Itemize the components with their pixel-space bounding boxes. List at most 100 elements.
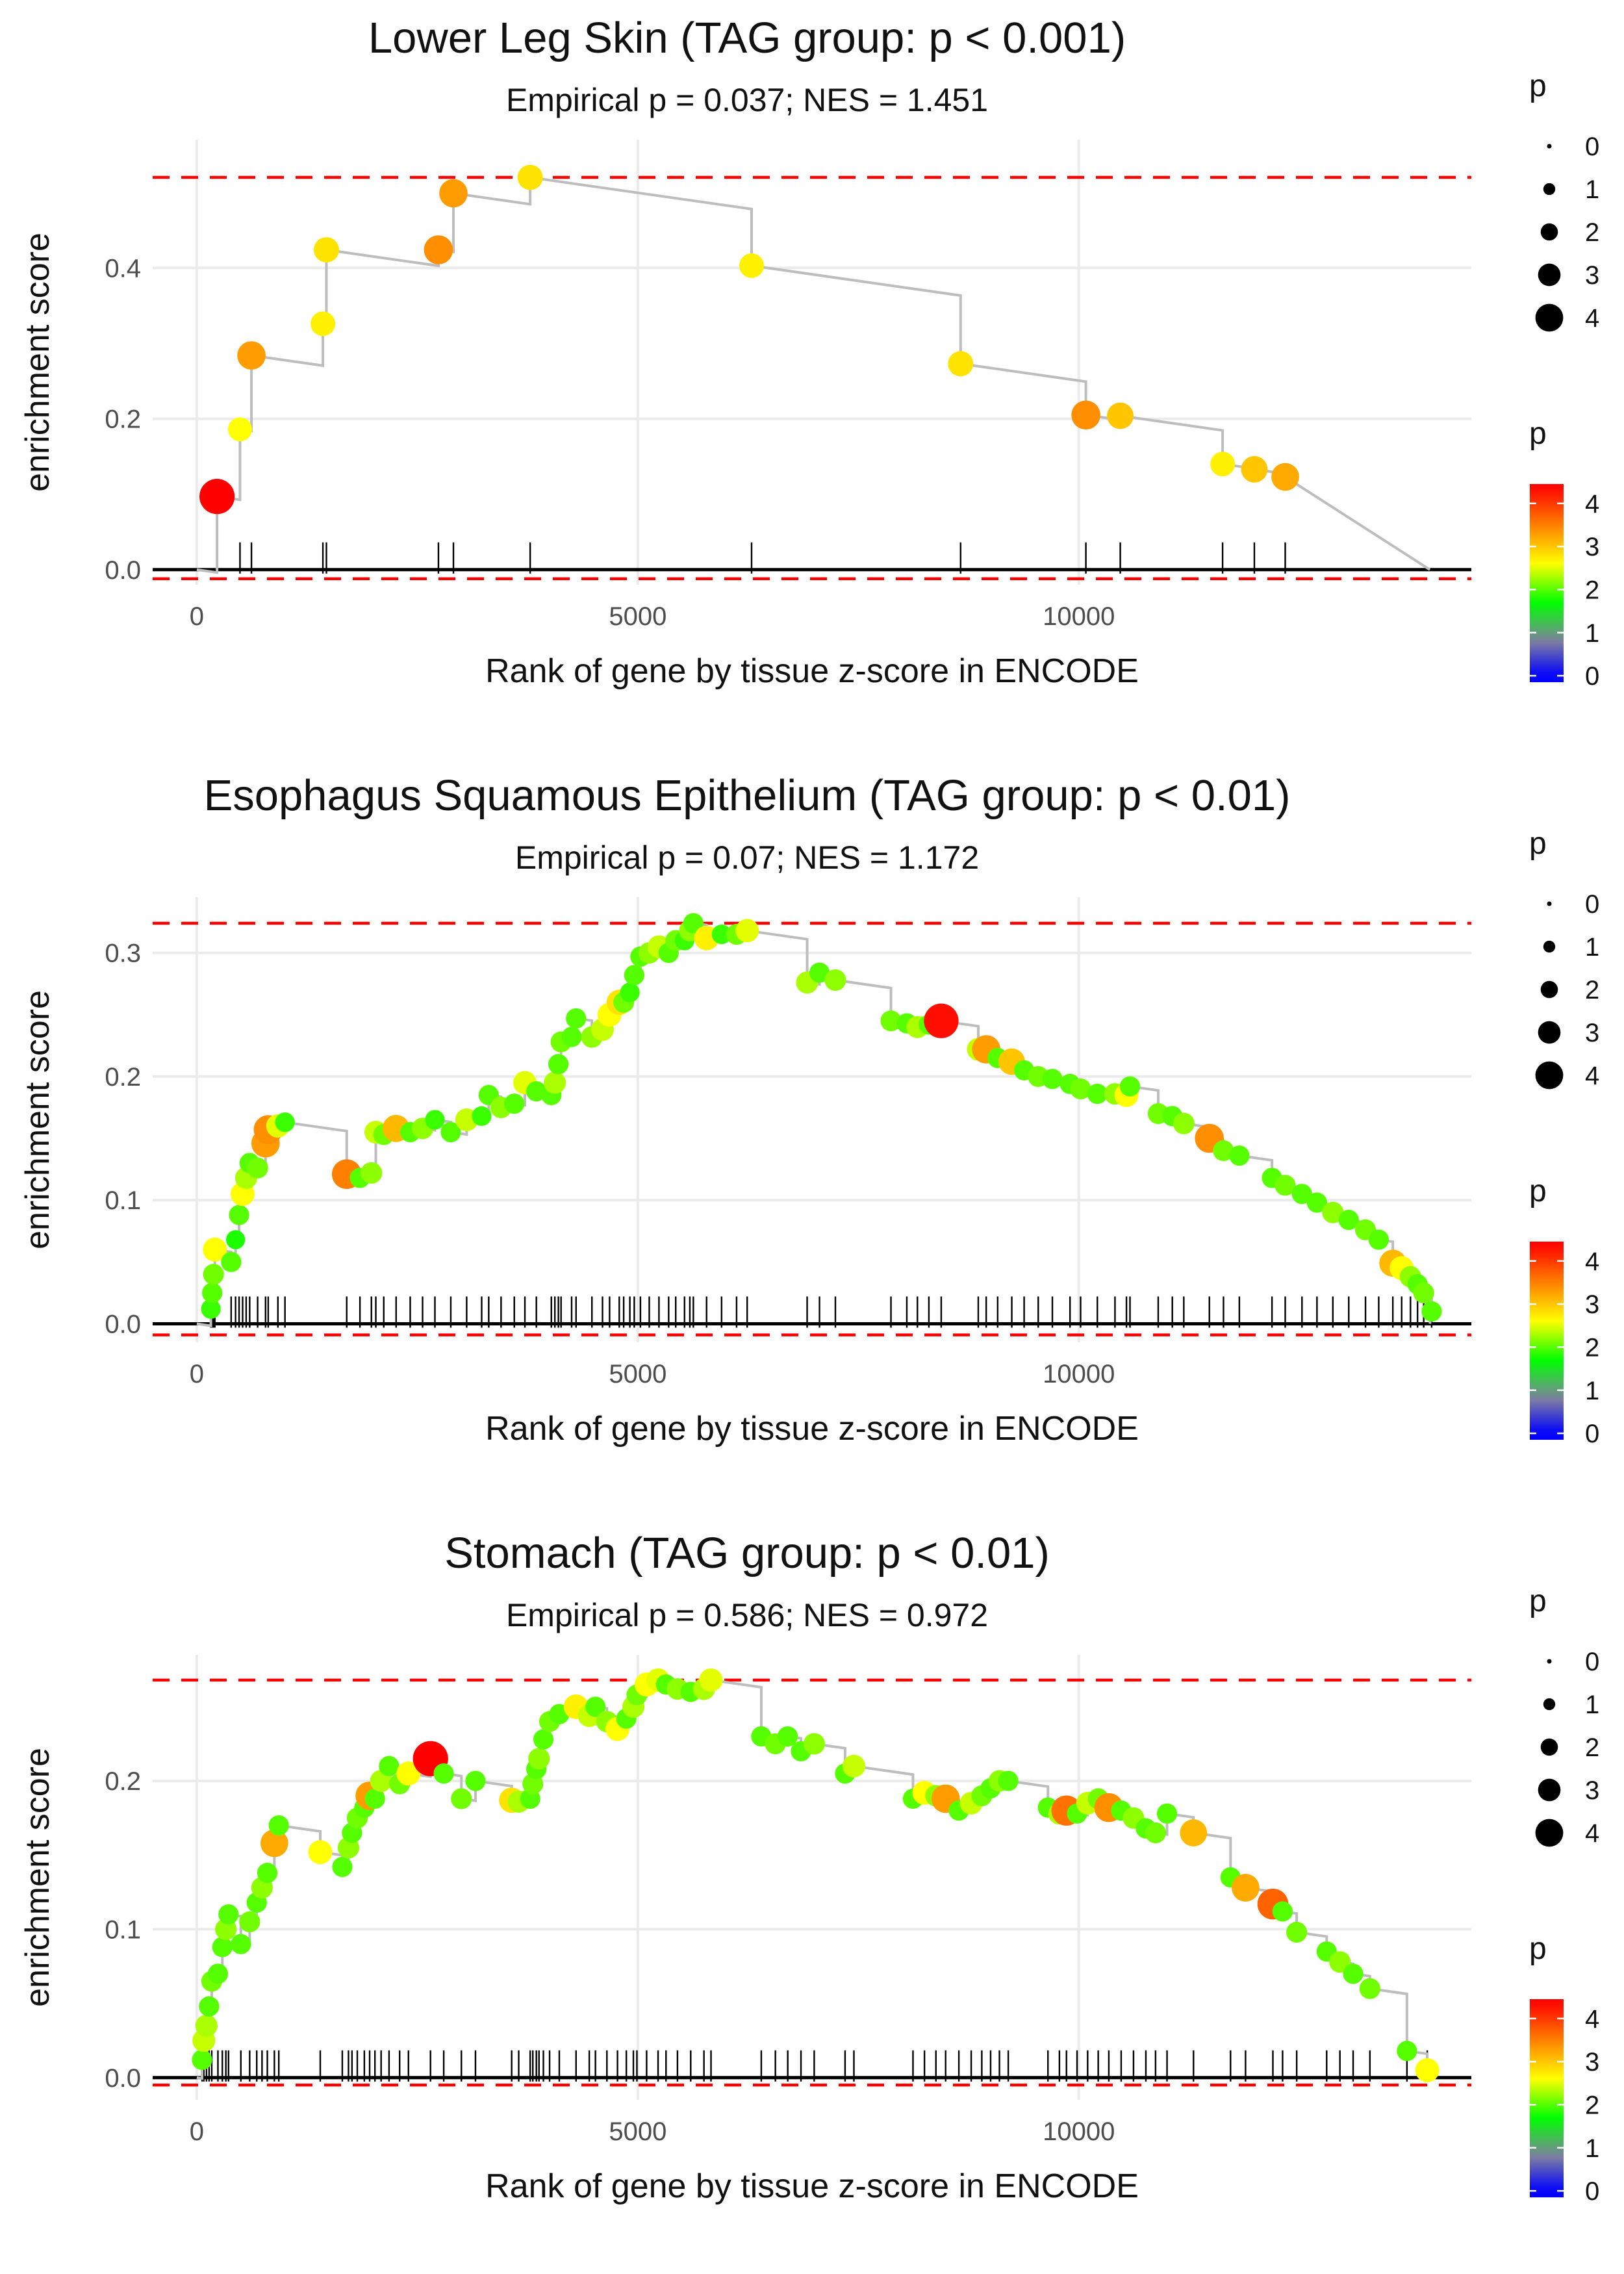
size-legend-key: [1535, 303, 1564, 332]
data-point: [451, 1788, 472, 1809]
plot-svg: 0 5000 10000 0.0 0.2 0.4 Rank of gene by tissu…: [19, 133, 1599, 691]
data-point: [433, 1763, 454, 1784]
data-point: [948, 351, 974, 377]
x-tick-label: 0: [190, 2117, 204, 2146]
y-tick-label: 0.0: [105, 2064, 141, 2093]
size-legend-label: 0: [1585, 890, 1599, 919]
color-legend-label: 0: [1585, 1420, 1599, 1448]
chart-subtitle: Empirical p = 0.07; NES = 1.172: [514, 839, 980, 876]
data-point: [1338, 1210, 1359, 1231]
color-legend-label: 0: [1585, 662, 1599, 691]
size-legend-label: 1: [1585, 175, 1599, 204]
y-tick-label: 0.1: [105, 1186, 141, 1215]
data-point: [247, 1157, 268, 1179]
size-legend-key: [1547, 901, 1552, 906]
data-point: [203, 1264, 224, 1285]
x-tick-label: 10000: [1043, 1360, 1115, 1388]
data-point: [1232, 1874, 1260, 1902]
data-point: [1397, 2041, 1417, 2062]
x-axis-title: Rank of gene by tissue z-score in ENCODE: [485, 1410, 1139, 1448]
data-point: [311, 311, 336, 337]
data-point: [231, 1934, 251, 1954]
data-point: [239, 1911, 260, 1933]
size-legend-title: p: [1529, 826, 1547, 861]
y-axis-title: enrichment score: [19, 990, 57, 1249]
y-tick-label: 0.1: [105, 1915, 141, 1944]
data-point: [1415, 2058, 1440, 2082]
size-legend-title: p: [1529, 69, 1547, 103]
data-point: [1156, 1803, 1178, 1824]
data-point: [1070, 1078, 1091, 1100]
data-point: [1042, 1069, 1063, 1090]
data-point: [699, 1668, 723, 1692]
data-point: [314, 237, 339, 262]
data-point: [332, 1856, 353, 1878]
data-point: [1329, 1951, 1351, 1973]
size-legend-label: 2: [1585, 1733, 1599, 1762]
data-point: [620, 982, 640, 1003]
data-point: [809, 962, 830, 983]
data-point: [195, 2014, 218, 2037]
data-point: [1119, 1076, 1141, 1097]
data-point: [1413, 1282, 1434, 1303]
panel-stomach: Stomach (TAG group: p < 0.01) Empirical …: [0, 1515, 1624, 2273]
data-point: [1272, 1901, 1293, 1922]
running-sum-line: [196, 175, 1431, 574]
data-point: [199, 1996, 220, 2017]
data-point: [225, 1230, 246, 1249]
data-point: [439, 179, 468, 208]
color-legend-label: 1: [1585, 2134, 1599, 2163]
color-legend-label: 1: [1585, 619, 1599, 648]
data-point: [924, 1003, 959, 1038]
data-point: [711, 924, 731, 945]
data-point: [199, 479, 235, 515]
size-legend-title: p: [1529, 1584, 1547, 1618]
data-point: [548, 1054, 569, 1075]
x-tick-label: 10000: [1043, 602, 1115, 631]
data-point: [1229, 1145, 1250, 1166]
data-point: [778, 1726, 798, 1747]
y-axis-title: enrichment score: [19, 233, 57, 492]
data-point: [1087, 1083, 1108, 1105]
color-legend-label: 0: [1585, 2177, 1599, 2206]
data-point: [1173, 1112, 1195, 1134]
data-point: [440, 1121, 461, 1143]
data-point: [1306, 1192, 1327, 1213]
data-point: [396, 1761, 421, 1786]
panel-lower-leg-skin: Lower Leg Skin (TAG group: p < 0.001) Em…: [0, 0, 1624, 758]
data-point: [585, 1696, 606, 1717]
color-legend-label: 3: [1585, 533, 1599, 561]
data-point: [275, 1112, 295, 1132]
data-point: [1322, 1201, 1344, 1223]
x-tick-label: 0: [190, 1360, 204, 1388]
size-legend-label: 2: [1585, 976, 1599, 1004]
size-legend-label: 1: [1585, 1691, 1599, 1719]
data-point: [268, 1815, 289, 1836]
size-legend-label: 4: [1585, 304, 1599, 333]
color-legend-label: 1: [1585, 1377, 1599, 1405]
size-legend-label: 3: [1585, 1776, 1599, 1805]
x-tick-label: 5000: [609, 1360, 666, 1388]
data-point: [683, 913, 704, 934]
data-point: [824, 969, 846, 991]
size-legend-key: [1543, 1698, 1556, 1711]
y-tick-label: 0.4: [105, 254, 141, 283]
data-point: [221, 1251, 242, 1272]
data-point: [735, 919, 759, 943]
y-tick-label: 0.2: [105, 405, 141, 434]
data-point: [212, 1937, 233, 1958]
chart-subtitle: Empirical p = 0.037; NES = 1.451: [505, 82, 989, 118]
color-legend-label: 2: [1585, 2091, 1599, 2119]
data-point: [218, 1904, 239, 1925]
color-legend-label: 4: [1585, 2005, 1599, 2034]
data-point: [472, 1106, 492, 1126]
x-tick-label: 10000: [1043, 2117, 1115, 2146]
data-point: [207, 1963, 229, 1984]
data-point: [227, 417, 252, 442]
data-point: [566, 1008, 587, 1029]
size-legend-label: 0: [1585, 1648, 1599, 1676]
data-point: [1271, 463, 1299, 491]
color-legend-label: 3: [1585, 2048, 1599, 2076]
data-point: [1291, 1184, 1312, 1205]
data-point: [1180, 1819, 1208, 1846]
